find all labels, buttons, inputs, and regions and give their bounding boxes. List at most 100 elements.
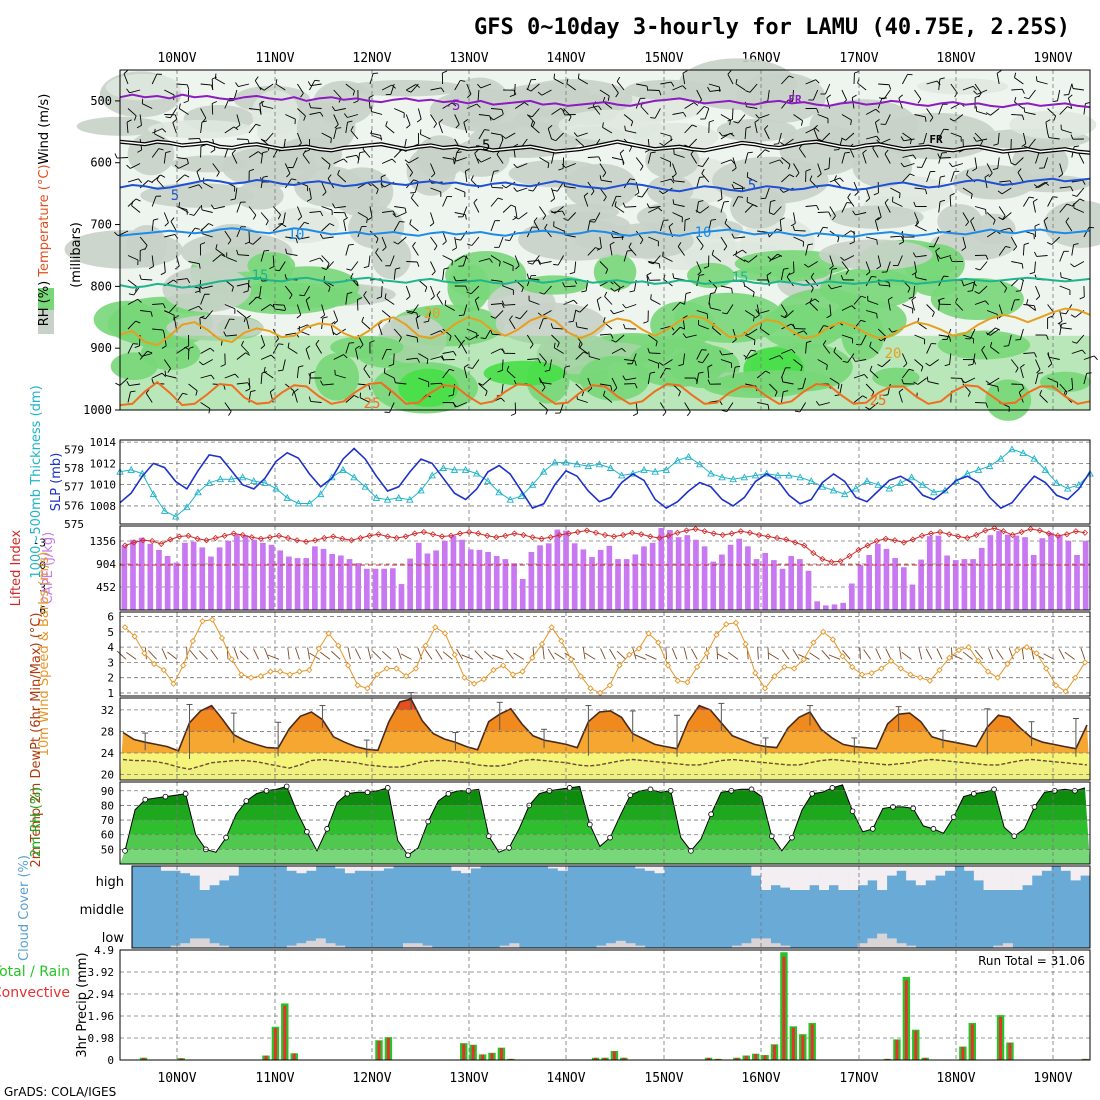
wind-barb <box>544 228 552 238</box>
cape-bar <box>918 559 924 610</box>
wind-barb-flag <box>562 210 566 216</box>
cape-bar <box>944 555 950 610</box>
wind-barb <box>663 138 673 147</box>
wind-barb-flag <box>444 300 447 306</box>
surface-wind-barb <box>600 648 606 660</box>
wind-barb-flag <box>243 290 249 293</box>
cape-bar <box>1022 537 1028 610</box>
wind-barb-flag <box>303 115 306 121</box>
wind-barb-flag <box>719 131 723 137</box>
wind-barb <box>1059 285 1071 291</box>
wind-barb-flag <box>814 298 820 303</box>
wind-barb <box>380 177 383 189</box>
wind-barb-flag <box>596 247 602 251</box>
wind-speed-point <box>393 665 400 672</box>
rh-blob <box>852 147 912 188</box>
wind-barb <box>393 269 396 281</box>
wind-barb-flag <box>604 291 608 297</box>
cloud-high-bar <box>751 866 762 876</box>
wind-barb <box>260 177 264 189</box>
wind-barb-flag <box>477 83 482 89</box>
cape-bar <box>1004 534 1011 610</box>
rh-blob <box>110 352 158 381</box>
wind-barb-flag <box>724 218 728 224</box>
wind-barb <box>727 74 734 85</box>
wind-barb <box>1001 187 1012 195</box>
wind-barb-flag <box>315 339 320 345</box>
wind-barb <box>272 223 283 232</box>
wind-barb <box>793 236 804 242</box>
wind-barb <box>129 383 141 386</box>
cape-bar <box>502 559 509 610</box>
wind-barb-flag <box>587 387 592 392</box>
cloud-high-bar <box>654 866 665 874</box>
wind-barb-flag <box>1023 242 1030 245</box>
wind-barb <box>662 256 673 262</box>
wind-barb-flag <box>871 391 875 397</box>
wind-barb <box>466 328 478 334</box>
thickness-point <box>394 493 403 501</box>
wind-barb-flag <box>328 164 331 170</box>
wind-barb <box>599 163 607 174</box>
rh-point <box>384 785 391 791</box>
wind-barb <box>1010 359 1019 369</box>
li-point <box>158 540 165 548</box>
thickness-point <box>874 480 882 488</box>
cape-bar <box>667 530 673 610</box>
wind-barb <box>1061 276 1072 281</box>
cloud-high-bar <box>964 866 975 871</box>
wind-barb-flag <box>717 198 723 202</box>
wind-barb-flag <box>876 265 881 270</box>
wind-barb-flag <box>509 315 513 320</box>
wind-barb <box>1026 303 1036 311</box>
wind-barb <box>662 359 673 366</box>
cape-bar <box>329 554 336 610</box>
wind-barb-flag <box>343 354 348 359</box>
wind-barb-flag <box>647 275 650 281</box>
wind-barb-flag <box>875 119 880 123</box>
wind-barb <box>611 377 618 389</box>
wind-barb <box>913 285 915 298</box>
rh-blob <box>930 277 1024 320</box>
wind-barb-flag <box>164 310 170 314</box>
thickness-point <box>673 456 682 464</box>
wind-barb <box>284 163 291 174</box>
dewpt-line <box>122 758 1088 770</box>
wind-barb-flag <box>831 267 838 270</box>
wind-barb-flag <box>833 347 837 353</box>
wind-barb-flag <box>1071 194 1078 197</box>
wind-speed-point <box>790 665 798 672</box>
wind-barb-flag <box>126 380 130 386</box>
wind-barb <box>200 402 211 409</box>
wind-barb <box>696 106 705 115</box>
li-point <box>330 533 337 540</box>
wind-barb-flag <box>709 302 711 308</box>
cloud-low-bar <box>509 943 520 948</box>
precip-conv-bar <box>273 1028 277 1060</box>
wind-barb-flag <box>813 125 818 130</box>
wind-barb <box>215 78 226 85</box>
wind-barb-flag <box>186 158 189 164</box>
surface-wind-barb <box>354 648 362 660</box>
li-point <box>764 533 772 540</box>
wind-barb <box>672 326 681 336</box>
wind-barb-flag <box>980 140 983 146</box>
wind-barb <box>151 73 158 85</box>
temp-ylabel: 2m Temp 2m DewPt (6hr Min/Max) (°C) <box>29 613 44 868</box>
wind-barb-flag <box>610 385 613 391</box>
wind-barb <box>168 304 177 313</box>
wind-barb-flag <box>851 94 857 99</box>
wind-barb-flag <box>231 149 236 154</box>
li-point <box>502 532 509 539</box>
cloud-high-bar <box>925 866 936 881</box>
cloud-high-bar <box>935 866 946 876</box>
wind-speed-point <box>141 650 148 657</box>
wind-barb <box>557 255 564 266</box>
surface-wind-barb <box>632 647 637 660</box>
wind-barb-flag <box>992 219 996 225</box>
temp-tick-label: 24 <box>101 747 115 760</box>
wind-barb-flag <box>826 94 832 99</box>
cape-bar <box>554 529 561 610</box>
thickness-point <box>595 460 604 468</box>
wind-barb <box>1008 334 1012 346</box>
